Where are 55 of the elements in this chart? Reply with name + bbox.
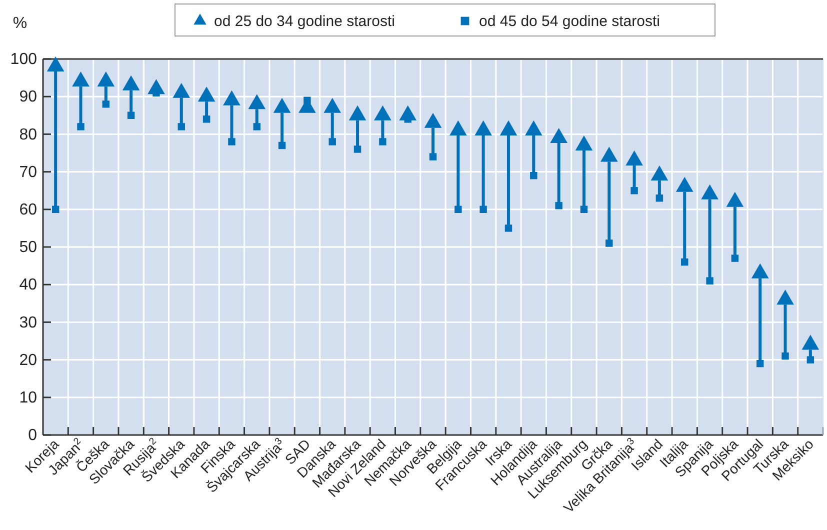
- point: [650, 166, 668, 181]
- point: [504, 224, 512, 232]
- y-tick-label: 70: [19, 164, 38, 181]
- point: [550, 128, 568, 143]
- point: [122, 75, 140, 90]
- point: [46, 56, 64, 72]
- point: [198, 86, 216, 102]
- point: [575, 135, 593, 150]
- point: [172, 82, 190, 98]
- point: [806, 356, 814, 364]
- point: [676, 176, 694, 192]
- point: [626, 150, 643, 166]
- point: [580, 206, 588, 214]
- y-tick-label: 80: [19, 126, 38, 144]
- point: [52, 206, 60, 214]
- point: [782, 352, 789, 360]
- y-tick-label: 10: [19, 390, 38, 407]
- y-tick-label: 30: [19, 314, 38, 332]
- legend-label: od 25 do 34 godine starosti: [214, 13, 395, 30]
- y-tick-label: 20: [19, 352, 38, 369]
- point: [706, 277, 714, 284]
- point: [348, 105, 366, 120]
- point: [524, 120, 542, 136]
- point: [374, 105, 392, 120]
- point: [600, 146, 618, 162]
- point: [606, 240, 613, 247]
- y-axis-title: %: [12, 15, 28, 32]
- point: [480, 206, 487, 214]
- y-tick-label: 60: [19, 202, 38, 219]
- point: [72, 72, 90, 87]
- point: [756, 360, 764, 368]
- point: [681, 258, 688, 266]
- point: [701, 184, 718, 200]
- y-tick-label: 40: [19, 276, 38, 294]
- point: [223, 90, 240, 106]
- legend-label: od 45 do 54 godine starosti: [479, 13, 660, 30]
- point: [731, 254, 739, 262]
- point: [630, 186, 638, 194]
- point: [454, 206, 462, 214]
- point: [530, 172, 538, 180]
- point: [500, 120, 518, 136]
- point: [474, 120, 492, 136]
- point: [324, 98, 342, 113]
- y-tick-label: 100: [10, 51, 38, 68]
- point: [726, 192, 744, 207]
- point: [555, 202, 562, 210]
- point: [656, 194, 664, 202]
- y-tick-label: 50: [19, 239, 38, 256]
- point: [248, 94, 266, 110]
- point: [273, 98, 291, 113]
- point: [450, 120, 467, 136]
- y-tick-label: 0: [28, 427, 38, 444]
- point: [424, 112, 442, 128]
- y-tick-label: 90: [19, 88, 38, 106]
- point: [97, 72, 115, 87]
